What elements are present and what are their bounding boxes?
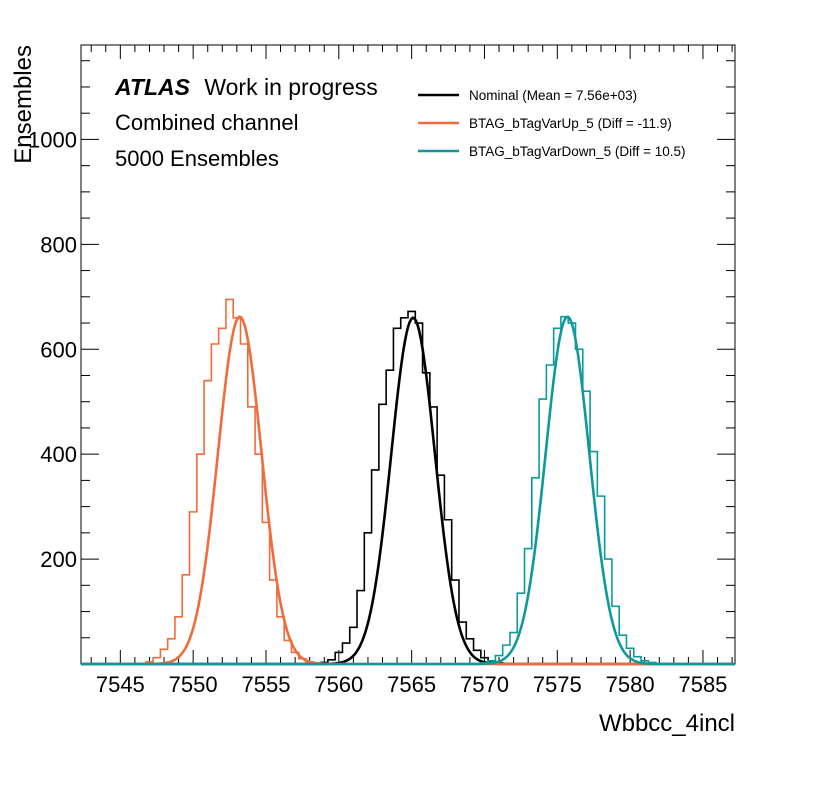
plot-frame <box>80 44 736 665</box>
x-tick-label: 7560 <box>314 672 363 697</box>
fit-curve-2 <box>81 315 735 666</box>
y-tick-label: 200 <box>40 547 77 572</box>
histogram-1 <box>145 298 329 665</box>
axis-ticks: 7545 7550 7555 7560 7565 7570 7575 7580 7585 200 4… <box>28 45 735 697</box>
y-tick-label: 800 <box>40 232 77 257</box>
ensembles-label: 5000 Ensembles <box>115 146 279 171</box>
y-tick-label: 600 <box>40 337 77 362</box>
fit-curve-0 <box>81 316 735 666</box>
channel-label: Combined channel <box>115 110 298 135</box>
atlas-label: ATLAS Work in progress <box>114 74 378 100</box>
x-tick-label: 7555 <box>242 672 291 697</box>
histogram-0 <box>319 310 504 664</box>
x-tick-label: 7565 <box>387 672 436 697</box>
histogram-2 <box>480 315 664 665</box>
y-axis-label: Ensembles <box>10 45 37 164</box>
x-tick-label: 7545 <box>96 672 145 697</box>
atlas-status-text: Work in progress <box>204 74 377 100</box>
series-layer <box>81 298 735 666</box>
x-tick-label: 7570 <box>460 672 509 697</box>
fit-curve-1 <box>81 315 735 666</box>
legend: Nominal (Mean = 7.56e+03) BTAG_bTagVarUp_… <box>418 88 685 159</box>
atlas-logo-text: ATLAS <box>114 74 191 100</box>
legend-label-0: Nominal (Mean = 7.56e+03) <box>469 88 637 103</box>
x-tick-label: 7585 <box>678 672 727 697</box>
legend-label-2: BTAG_bTagVarDown_5 (Diff = 10.5) <box>469 144 685 159</box>
y-tick-label: 400 <box>40 442 77 467</box>
x-axis-label: Wbbcc_4incl <box>599 710 735 737</box>
series-0 <box>81 310 735 666</box>
series-2 <box>81 315 735 666</box>
x-tick-label: 7580 <box>606 672 655 697</box>
legend-label-1: BTAG_bTagVarUp_5 (Diff = -11.9) <box>469 116 672 131</box>
x-tick-label: 7550 <box>169 672 218 697</box>
y-tick-label: 1000 <box>28 127 77 152</box>
x-tick-label: 7575 <box>533 672 582 697</box>
series-1 <box>81 298 735 666</box>
